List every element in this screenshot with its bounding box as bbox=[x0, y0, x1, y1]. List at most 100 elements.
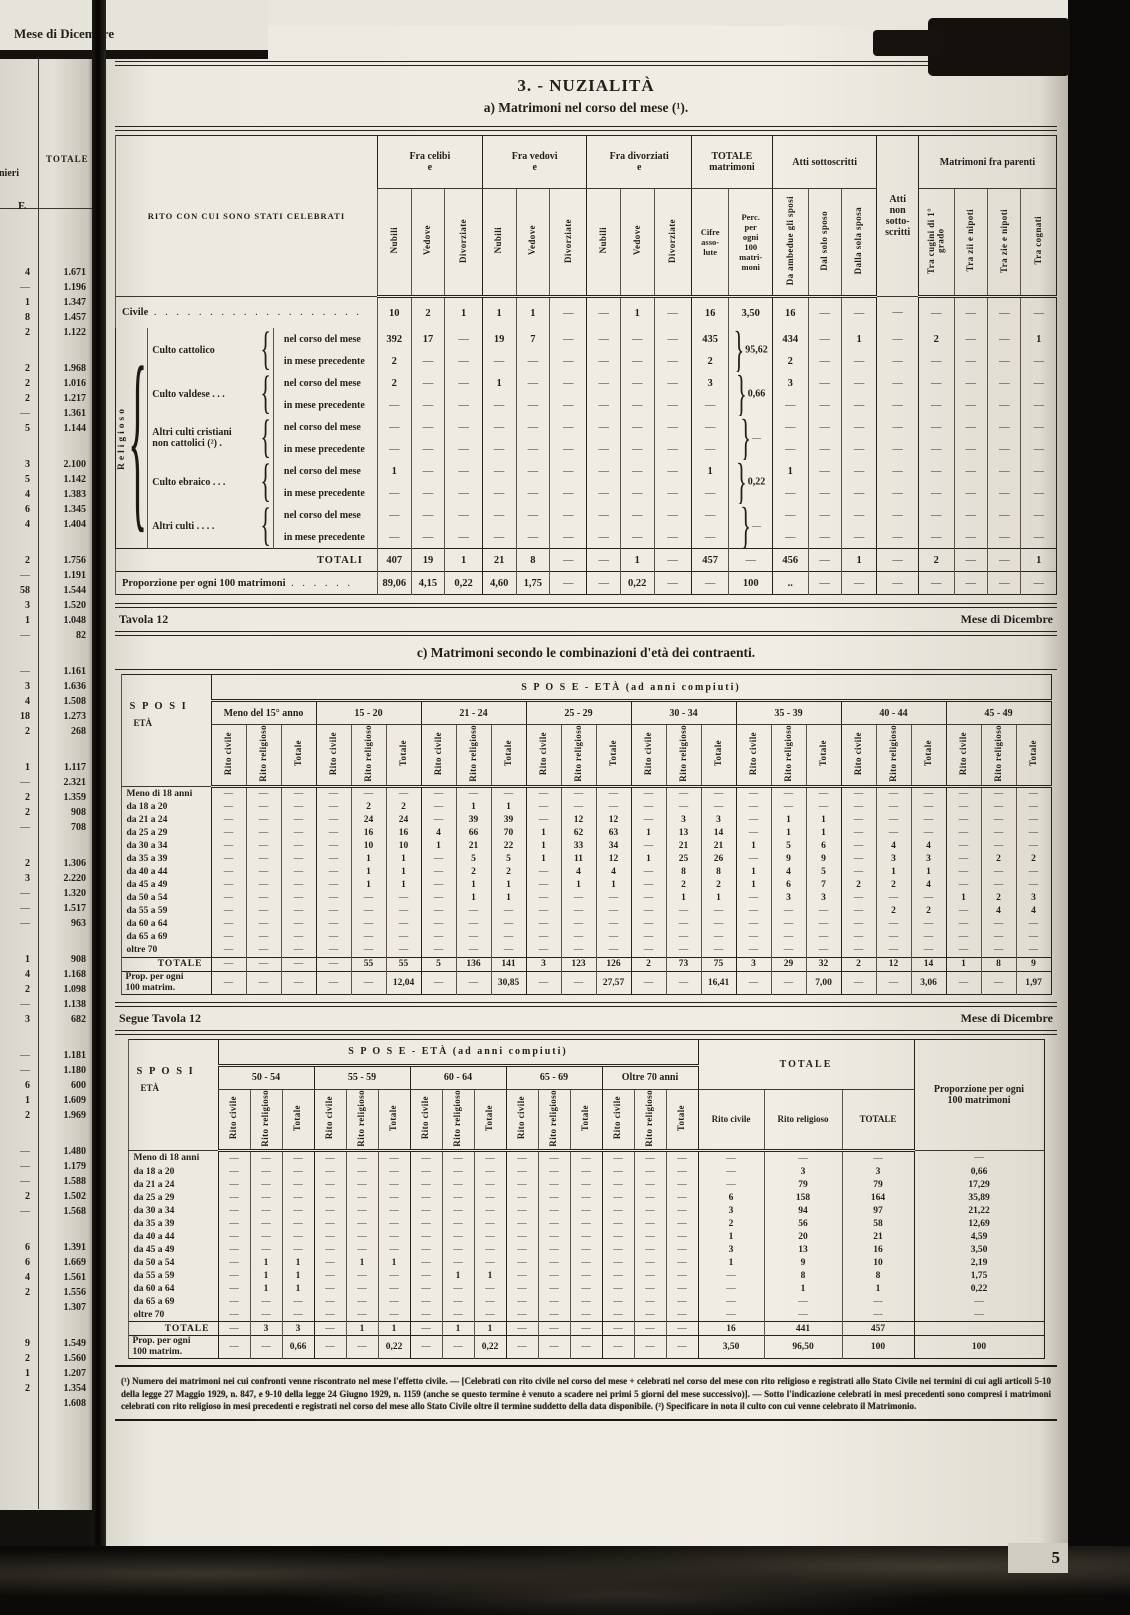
t2-cell: — bbox=[840, 891, 876, 905]
t3-cell: — bbox=[633, 1230, 666, 1244]
t3-cell: — bbox=[441, 1191, 474, 1205]
sposi-eta-row: Meno di 18 anni — — — — — — — — — — — — — — — — — — — bbox=[127, 1150, 1044, 1166]
t2-cell: — bbox=[945, 943, 981, 958]
t3-cell: — bbox=[537, 1295, 570, 1309]
t1-cell: — bbox=[840, 372, 877, 394]
t2-cell: — bbox=[210, 930, 246, 944]
t3-cell: 158 bbox=[763, 1191, 842, 1205]
totale-subcol-header: Rito civile bbox=[697, 1089, 764, 1153]
t3-cell: — bbox=[377, 1150, 410, 1166]
left-page-row: 6 1.345 bbox=[0, 502, 96, 517]
t3-prop-cell: 0,66 bbox=[281, 1335, 314, 1359]
left-page-f-value: 2 bbox=[25, 1383, 30, 1394]
t2-cell: — bbox=[385, 786, 421, 801]
ink-smudge bbox=[928, 18, 1070, 76]
left-page-f-value: — bbox=[20, 282, 30, 293]
t2-cell: — bbox=[420, 800, 456, 814]
t3-cell: — bbox=[633, 1217, 666, 1231]
t1-cell: — bbox=[807, 394, 842, 416]
t1-cell: — bbox=[953, 416, 988, 438]
left-page-f-value: 2 bbox=[25, 792, 30, 803]
culto-line-label: nel corso del mese bbox=[272, 460, 378, 482]
t2-cell: — bbox=[700, 904, 736, 918]
left-page-row: — 963 bbox=[0, 916, 96, 931]
left-page-f-value: — bbox=[20, 1176, 30, 1187]
left-page-total-value: 708 bbox=[71, 822, 86, 833]
left-page-f-value: 4 bbox=[25, 696, 30, 707]
left-page-f-value: 6 bbox=[25, 1257, 30, 1268]
t2-total-cell: — bbox=[210, 956, 246, 972]
t3-cell: 1 bbox=[697, 1256, 764, 1270]
sposi-age-label: da 25 a 29 bbox=[120, 826, 211, 840]
ink-smudge bbox=[873, 30, 943, 56]
t1-cell: — bbox=[1020, 460, 1057, 482]
culto-label: Culto cattolico bbox=[152, 344, 215, 356]
left-page-row: 1 1.117 bbox=[0, 760, 96, 775]
left-page-row: 5 1.142 bbox=[0, 472, 96, 487]
t2-prop-cell: — bbox=[280, 970, 316, 995]
t3-prop-cell: — bbox=[217, 1335, 250, 1359]
left-page-f-value: 4 bbox=[25, 1272, 30, 1283]
left-page-f-value: — bbox=[20, 570, 30, 581]
left-page-f-value: 5 bbox=[25, 474, 30, 485]
left-page-total-value: 2.220 bbox=[63, 873, 87, 884]
t1-cell: — bbox=[376, 482, 412, 504]
t3-cell: — bbox=[697, 1269, 764, 1283]
col-header: Tra cognati bbox=[1033, 216, 1043, 265]
t1-cell: — bbox=[444, 350, 483, 372]
t1-cell: — bbox=[987, 372, 1021, 394]
t3-cell: — bbox=[249, 1295, 282, 1309]
left-page-total-value: 1.048 bbox=[63, 615, 87, 626]
perc-value: — bbox=[751, 520, 761, 531]
left-page-total-value: 963 bbox=[71, 918, 86, 929]
t2-cell: — bbox=[245, 800, 281, 814]
t1-cell: — bbox=[515, 460, 550, 482]
double-rule bbox=[115, 631, 1057, 636]
religioso-section-cell: Religioso{ bbox=[116, 328, 148, 549]
rule bbox=[115, 669, 1057, 670]
religioso-label: Religioso bbox=[117, 406, 127, 470]
t3-cell: — bbox=[377, 1191, 410, 1205]
t1-cell: 1 bbox=[840, 328, 877, 350]
t1-cell: — bbox=[1020, 372, 1057, 394]
t3-cell: — bbox=[249, 1243, 282, 1257]
main-page: Tavola 11 3. - NUZIALITÀ a) Matrimoni ne… bbox=[104, 26, 1068, 1546]
t3-cell: — bbox=[633, 1295, 666, 1309]
rito-subcol-header: Rito religioso bbox=[677, 725, 688, 782]
left-page-f-value: 5 bbox=[25, 423, 30, 434]
sposi-age-label: da 18 a 20 bbox=[127, 1165, 218, 1179]
t2-cell: — bbox=[210, 852, 246, 866]
t2-cell: — bbox=[280, 839, 316, 853]
t3-cell: — bbox=[281, 1217, 314, 1231]
rito-subcol-header: Rito civile bbox=[957, 731, 968, 775]
t2-cell: — bbox=[490, 930, 526, 944]
age-group-header: 55 - 59 bbox=[313, 1065, 410, 1090]
left-page-row: 2 908 bbox=[0, 805, 96, 820]
t3-cell: — bbox=[665, 1243, 698, 1257]
t2-total-cell: 29 bbox=[770, 956, 806, 972]
t2-cell: 16 bbox=[385, 826, 421, 840]
left-page-row: 2 1.969 bbox=[0, 1108, 96, 1123]
t1-cell: — bbox=[549, 504, 587, 526]
col-header: Tra cugini di 1° grado bbox=[925, 207, 946, 274]
left-page-row: 2 1.968 bbox=[0, 361, 96, 376]
t3-cell: — bbox=[217, 1308, 250, 1322]
t3-cell: 3,50 bbox=[913, 1243, 1044, 1257]
t3-cell: — bbox=[249, 1230, 282, 1244]
t2-cell: 12 bbox=[560, 813, 596, 827]
t3-total-cell: 3 bbox=[281, 1321, 314, 1336]
t3-cell: — bbox=[441, 1243, 474, 1257]
t3-cell: — bbox=[345, 1165, 378, 1179]
t2-cell: — bbox=[1015, 800, 1051, 814]
left-page-row: 6 1.391 bbox=[0, 1240, 96, 1255]
sposi-age-label: da 55 a 59 bbox=[127, 1269, 218, 1283]
left-page-f-value: 2 bbox=[25, 726, 30, 737]
t1-cell: — bbox=[953, 350, 988, 372]
t3-cell: — bbox=[281, 1178, 314, 1192]
t1-cell: — bbox=[690, 526, 729, 549]
t3-cell: 1 bbox=[841, 1282, 914, 1296]
t3-total-cell: — bbox=[633, 1321, 666, 1336]
rito-subcol-header: Totale bbox=[607, 740, 618, 767]
t3-cell: 79 bbox=[841, 1178, 914, 1192]
t2-cell: — bbox=[455, 917, 491, 931]
